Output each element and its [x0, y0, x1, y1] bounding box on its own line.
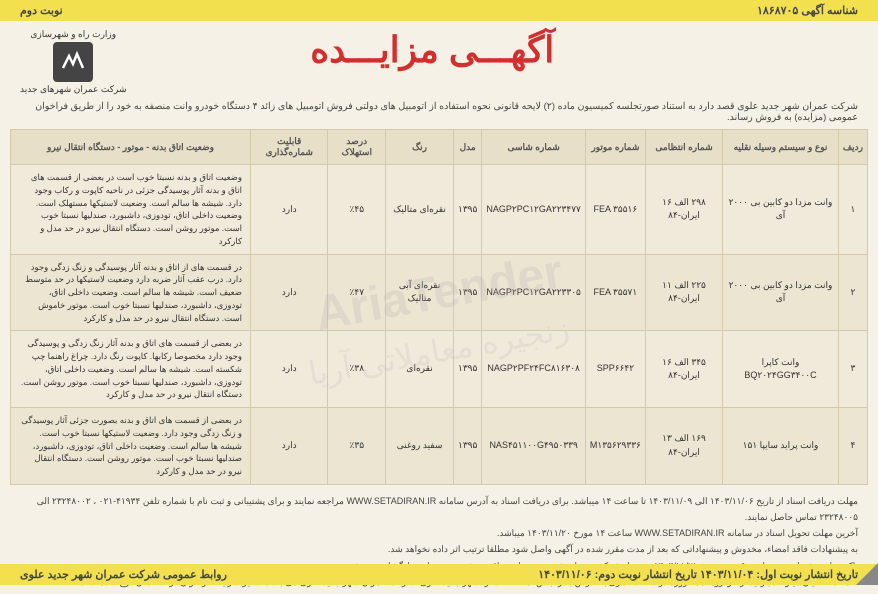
cell-type: وانت پراید سایپا ۱۵۱ — [723, 408, 839, 485]
cell-plate: ۱۶۹ الف ۱۳ ایران-۸۴ — [645, 408, 722, 485]
cell-plate: ۲۲۵ الف ۱۱ ایران-۸۴ — [645, 254, 722, 331]
cell-depr: ٪۳۵ — [328, 408, 386, 485]
header-bar: شناسه آگهی ۱۸۶۸۷۰۵ نوبت دوم — [0, 0, 878, 21]
main-title: آگهـــی مزایـــده — [126, 29, 738, 71]
cell-chassis: NAS۴۵۱۱۰۰G۴۹۵۰۳۳۹ — [482, 408, 586, 485]
cell-engine: SPP۶۶۴۲ — [585, 331, 645, 408]
cell-depr: ٪۴۵ — [328, 165, 386, 255]
cell-chassis: NAGP۲PF۲۴FC۸۱۶۳۰۸ — [482, 331, 586, 408]
footer-org: روابط عمومی شرکت عمران شهر جدید علوی — [20, 568, 227, 581]
footer-date: تاریخ انتشار نوبت اول: ۱۴۰۳/۱۱/۰۴ تاریخ … — [538, 568, 858, 581]
cell-reg: دارد — [251, 408, 328, 485]
col-model: مدل — [454, 130, 482, 165]
intro-text: شرکت عمران شهر جدید علوی قصد دارد به است… — [0, 99, 878, 129]
cell-model: ۱۳۹۵ — [454, 165, 482, 255]
cell-desc: در بعضی از قسمت های اتاق و بدنه بصورت جز… — [11, 408, 251, 485]
footer-bar: تاریخ انتشار نوبت اول: ۱۴۰۳/۱۱/۰۴ تاریخ … — [0, 564, 878, 585]
cell-engine: FEA ۳۵۵۱۶ — [585, 165, 645, 255]
cell-num: ۱ — [838, 165, 867, 255]
cell-color: نقره‌ای متالیک — [386, 165, 454, 255]
col-chassis: شماره شاسی — [482, 130, 586, 165]
page-corner — [856, 563, 878, 585]
cell-reg: دارد — [251, 331, 328, 408]
col-depr: درصد استهلاک — [328, 130, 386, 165]
table-row: ۲وانت مزدا دو کابین بی ۲۰۰۰ آی۲۲۵ الف ۱۱… — [11, 254, 868, 331]
company-label: شرکت عمران شهرهای جدید — [20, 84, 126, 95]
cell-depr: ٪۳۸ — [328, 331, 386, 408]
cell-num: ۲ — [838, 254, 867, 331]
cell-desc: وضعیت اتاق و بدنه نسبتا خوب است در بعضی … — [11, 165, 251, 255]
cell-reg: دارد — [251, 165, 328, 255]
table-row: ۱وانت مزدا دو کابین بی ۲۰۰۰ آی۲۹۸ الف ۱۶… — [11, 165, 868, 255]
cell-model: ۱۳۹۵ — [454, 408, 482, 485]
top-section: آگهـــی مزایـــده وزارت راه و شهرسازی شر… — [0, 21, 878, 99]
note-2: آخرین مهلت تحویل اسناد در سامانه WWW.SET… — [20, 525, 858, 541]
auction-table: ردیف نوع و سیستم وسیله نقلیه شماره انتظا… — [10, 129, 868, 485]
cell-model: ۱۳۹۵ — [454, 254, 482, 331]
cell-type: وانت کاپرا BQ۲۰۲۴GG۳۴۰۰C — [723, 331, 839, 408]
cell-engine: M۱۳۵۶۲۹۳۳۶ — [585, 408, 645, 485]
cell-color: نقره‌ای — [386, 331, 454, 408]
cell-chassis: NAGP۲PC۱۲GA۲۲۳۴۷۷ — [482, 165, 586, 255]
cell-color: نقره‌ای آبی متالیک — [386, 254, 454, 331]
cell-plate: ۳۴۵ الف ۱۶ ایران-۸۴ — [645, 331, 722, 408]
note-1: مهلت دریافت اسناد از تاریخ ۱۴۰۳/۱۱/۰۶ ال… — [20, 493, 858, 525]
col-desc: وضعیت اتاق بدنه - موتور - دستگاه انتقال … — [11, 130, 251, 165]
col-engine: شماره موتور — [585, 130, 645, 165]
ad-id: شناسه آگهی ۱۸۶۸۷۰۵ — [757, 4, 858, 17]
cell-engine: FEA ۳۵۵۷۱ — [585, 254, 645, 331]
note-3: به پیشنهادات فاقد امضاء، مخدوش و پیشنهاد… — [20, 541, 858, 557]
table-row: ۴وانت پراید سایپا ۱۵۱۱۶۹ الف ۱۳ ایران-۸۴… — [11, 408, 868, 485]
cell-desc: در بعضی از قسمت های اتاق و بدنه آثار زنگ… — [11, 331, 251, 408]
cell-num: ۳ — [838, 331, 867, 408]
table-wrap: ردیف نوع و سیستم وسیله نقلیه شماره انتظا… — [0, 129, 878, 485]
cell-plate: ۲۹۸ الف ۱۶ ایران-۸۴ — [645, 165, 722, 255]
col-color: رنگ — [386, 130, 454, 165]
cell-type: وانت مزدا دو کابین بی ۲۰۰۰ آی — [723, 254, 839, 331]
ministry-label: وزارت راه و شهرسازی — [30, 29, 116, 40]
cell-num: ۴ — [838, 408, 867, 485]
cell-depr: ٪۴۷ — [328, 254, 386, 331]
table-row: ۳وانت کاپرا BQ۲۰۲۴GG۳۴۰۰C۳۴۵ الف ۱۶ ایرا… — [11, 331, 868, 408]
cell-model: ۱۳۹۵ — [454, 331, 482, 408]
col-reg: قابلیت شماره‌گذاری — [251, 130, 328, 165]
logo-icon — [53, 42, 93, 82]
logo-area: وزارت راه و شهرسازی شرکت عمران شهرهای جد… — [20, 29, 126, 95]
cell-desc: در قسمت های از اتاق و بدنه آثار پوسیدگی … — [11, 254, 251, 331]
cell-type: وانت مزدا دو کابین بی ۲۰۰۰ آی — [723, 165, 839, 255]
cell-reg: دارد — [251, 254, 328, 331]
cell-color: سفید روغنی — [386, 408, 454, 485]
cell-chassis: NAGP۲PC۱۲GA۲۲۳۳۰۵ — [482, 254, 586, 331]
col-plate: شماره انتظامی — [645, 130, 722, 165]
turn-label: نوبت دوم — [20, 4, 63, 17]
col-num: ردیف — [838, 130, 867, 165]
col-type: نوع و سیستم وسیله نقلیه — [723, 130, 839, 165]
